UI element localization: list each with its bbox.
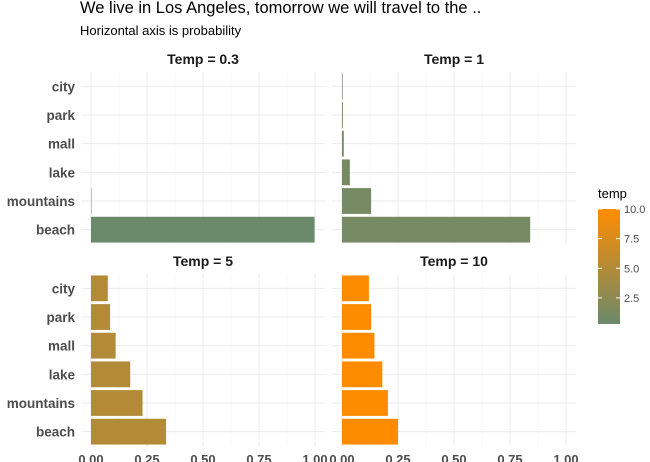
legend-title: temp <box>598 186 627 201</box>
bar-city <box>342 73 343 100</box>
facet-panel: Temp = 10 0.00 0.25 0.50 0.75 1.00 <box>329 253 578 462</box>
bar-city <box>91 275 108 302</box>
facet-label: Temp = 0.3 <box>167 51 239 67</box>
facet-label: Temp = 10 <box>420 253 488 269</box>
bar-park <box>342 102 343 128</box>
category-label: city <box>52 79 76 94</box>
bar-beach <box>91 216 315 243</box>
legend-tick-label: 5.0 <box>624 263 639 275</box>
bar-mountains <box>91 390 143 416</box>
facet-panel: Temp = 0.3 city park mall lake mountains beach <box>7 51 325 244</box>
bar-mall <box>342 332 375 359</box>
x-tick-label: 1.00 <box>302 452 327 462</box>
x-tick-label: 0.75 <box>246 452 271 462</box>
legend-colorbar <box>598 209 620 324</box>
x-tick-label: 0.25 <box>385 452 410 462</box>
facet-panel: Temp = 5 city park mall lake mountains beach 0.… <box>7 253 328 462</box>
category-label: park <box>46 310 75 325</box>
legend-tick-label: 2.5 <box>624 293 639 305</box>
category-label: mountains <box>7 396 75 411</box>
category-label: mall <box>48 339 75 354</box>
bar-mall <box>91 332 116 359</box>
bar-park <box>342 304 372 330</box>
facet-panel: Temp = 1 <box>332 51 576 244</box>
color-legend: temp 2.5 5.0 7.5 10.0 <box>598 186 645 324</box>
category-label: beach <box>36 425 75 440</box>
category-label: park <box>46 108 75 123</box>
chart-subtitle: Horizontal axis is probability <box>80 23 242 38</box>
x-tick-label: 0.25 <box>134 452 159 462</box>
facet-label: Temp = 5 <box>173 253 233 269</box>
bar-mall <box>342 130 344 157</box>
bar-beach <box>91 418 167 445</box>
legend-tick-label: 7.5 <box>624 234 639 246</box>
category-label: lake <box>49 367 76 382</box>
facet-panels: Temp = 0.3 city park mall lake mountains beach… <box>7 51 579 462</box>
x-tick-label: 0.50 <box>190 452 215 462</box>
bar-park <box>91 304 111 330</box>
category-label: mountains <box>7 194 75 209</box>
x-tick-label: 0.00 <box>78 452 103 462</box>
bar-lake <box>91 361 131 388</box>
category-label: lake <box>49 165 76 180</box>
bar-mountains <box>342 188 372 214</box>
x-tick-label: 0.50 <box>441 452 466 462</box>
x-tick-label: 1.00 <box>553 452 578 462</box>
category-label: city <box>52 281 76 296</box>
legend-tick-label: 10.0 <box>624 204 645 216</box>
bar-lake <box>342 361 383 388</box>
facet-label: Temp = 1 <box>424 51 484 67</box>
chart-title: We live in Los Angeles, tomorrow we will… <box>80 0 481 17</box>
bar-city <box>342 275 369 302</box>
bar-beach <box>342 418 398 445</box>
x-tick-label: 0.00 <box>329 452 354 462</box>
bar-lake <box>342 159 350 186</box>
category-label: mall <box>48 137 75 152</box>
category-label: beach <box>36 223 75 238</box>
bar-mountains <box>342 390 388 416</box>
legend-ticks: 2.5 5.0 7.5 10.0 <box>598 204 645 305</box>
x-tick-label: 0.75 <box>497 452 522 462</box>
bar-beach <box>342 216 531 243</box>
